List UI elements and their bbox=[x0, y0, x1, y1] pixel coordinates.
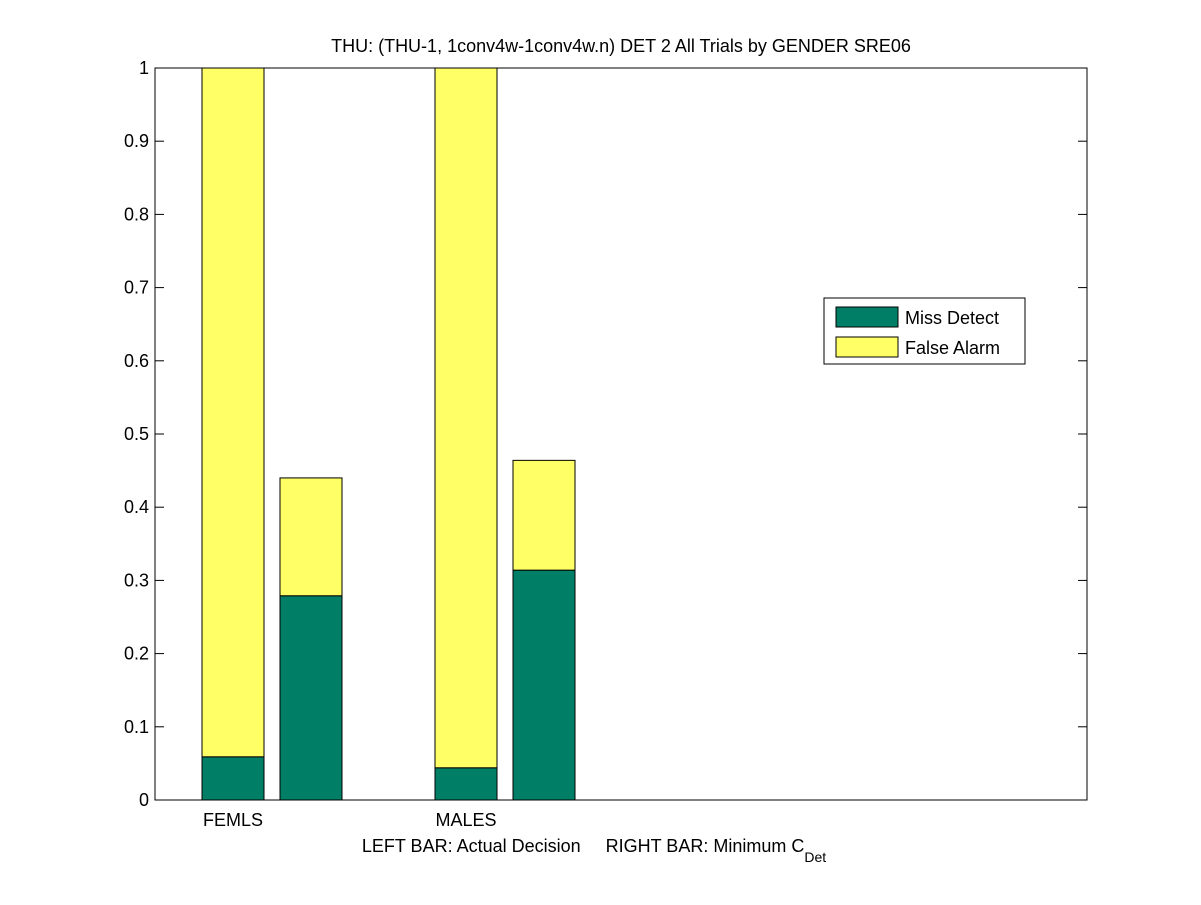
y-tick-label: 0.2 bbox=[124, 644, 149, 664]
y-tick-label: 1 bbox=[139, 58, 149, 78]
legend-swatch bbox=[835, 336, 899, 358]
x-axis-label-sub: Det bbox=[804, 849, 826, 865]
x-axis-label: LEFT BAR: Actual Decision RIGHT BAR: Min… bbox=[362, 836, 826, 865]
y-tick-label: 0 bbox=[139, 790, 149, 810]
y-tick-label: 0.9 bbox=[124, 131, 149, 151]
y-tick-label: 0.7 bbox=[124, 278, 149, 298]
bar-segment bbox=[512, 569, 576, 801]
y-tick-label: 0.8 bbox=[124, 204, 149, 224]
y-tick-label: 0.3 bbox=[124, 570, 149, 590]
legend-swatch bbox=[835, 306, 899, 328]
bar-segment bbox=[279, 477, 343, 597]
y-tick-label: 0.5 bbox=[124, 424, 149, 444]
bar-segment bbox=[434, 67, 498, 769]
legend-label: False Alarm bbox=[905, 338, 1000, 358]
legend-label: Miss Detect bbox=[905, 308, 999, 328]
x-axis-label-main: LEFT BAR: Actual Decision RIGHT BAR: Min… bbox=[362, 836, 804, 856]
bar-segment bbox=[434, 767, 498, 801]
axes-frame bbox=[154, 67, 1088, 801]
bar-segment bbox=[279, 595, 343, 801]
y-tick-label: 0.1 bbox=[124, 717, 149, 737]
bar-segment bbox=[512, 459, 576, 571]
bar-segment bbox=[201, 67, 265, 758]
bar-segment bbox=[201, 756, 265, 801]
chart-title: THU: (THU-1, 1conv4w-1conv4w.n) DET 2 Al… bbox=[331, 36, 911, 56]
y-tick-label: 0.6 bbox=[124, 351, 149, 371]
x-tick-label: FEMLS bbox=[203, 810, 263, 830]
y-tick-label: 0.4 bbox=[124, 497, 149, 517]
x-tick-label: MALES bbox=[435, 810, 496, 830]
